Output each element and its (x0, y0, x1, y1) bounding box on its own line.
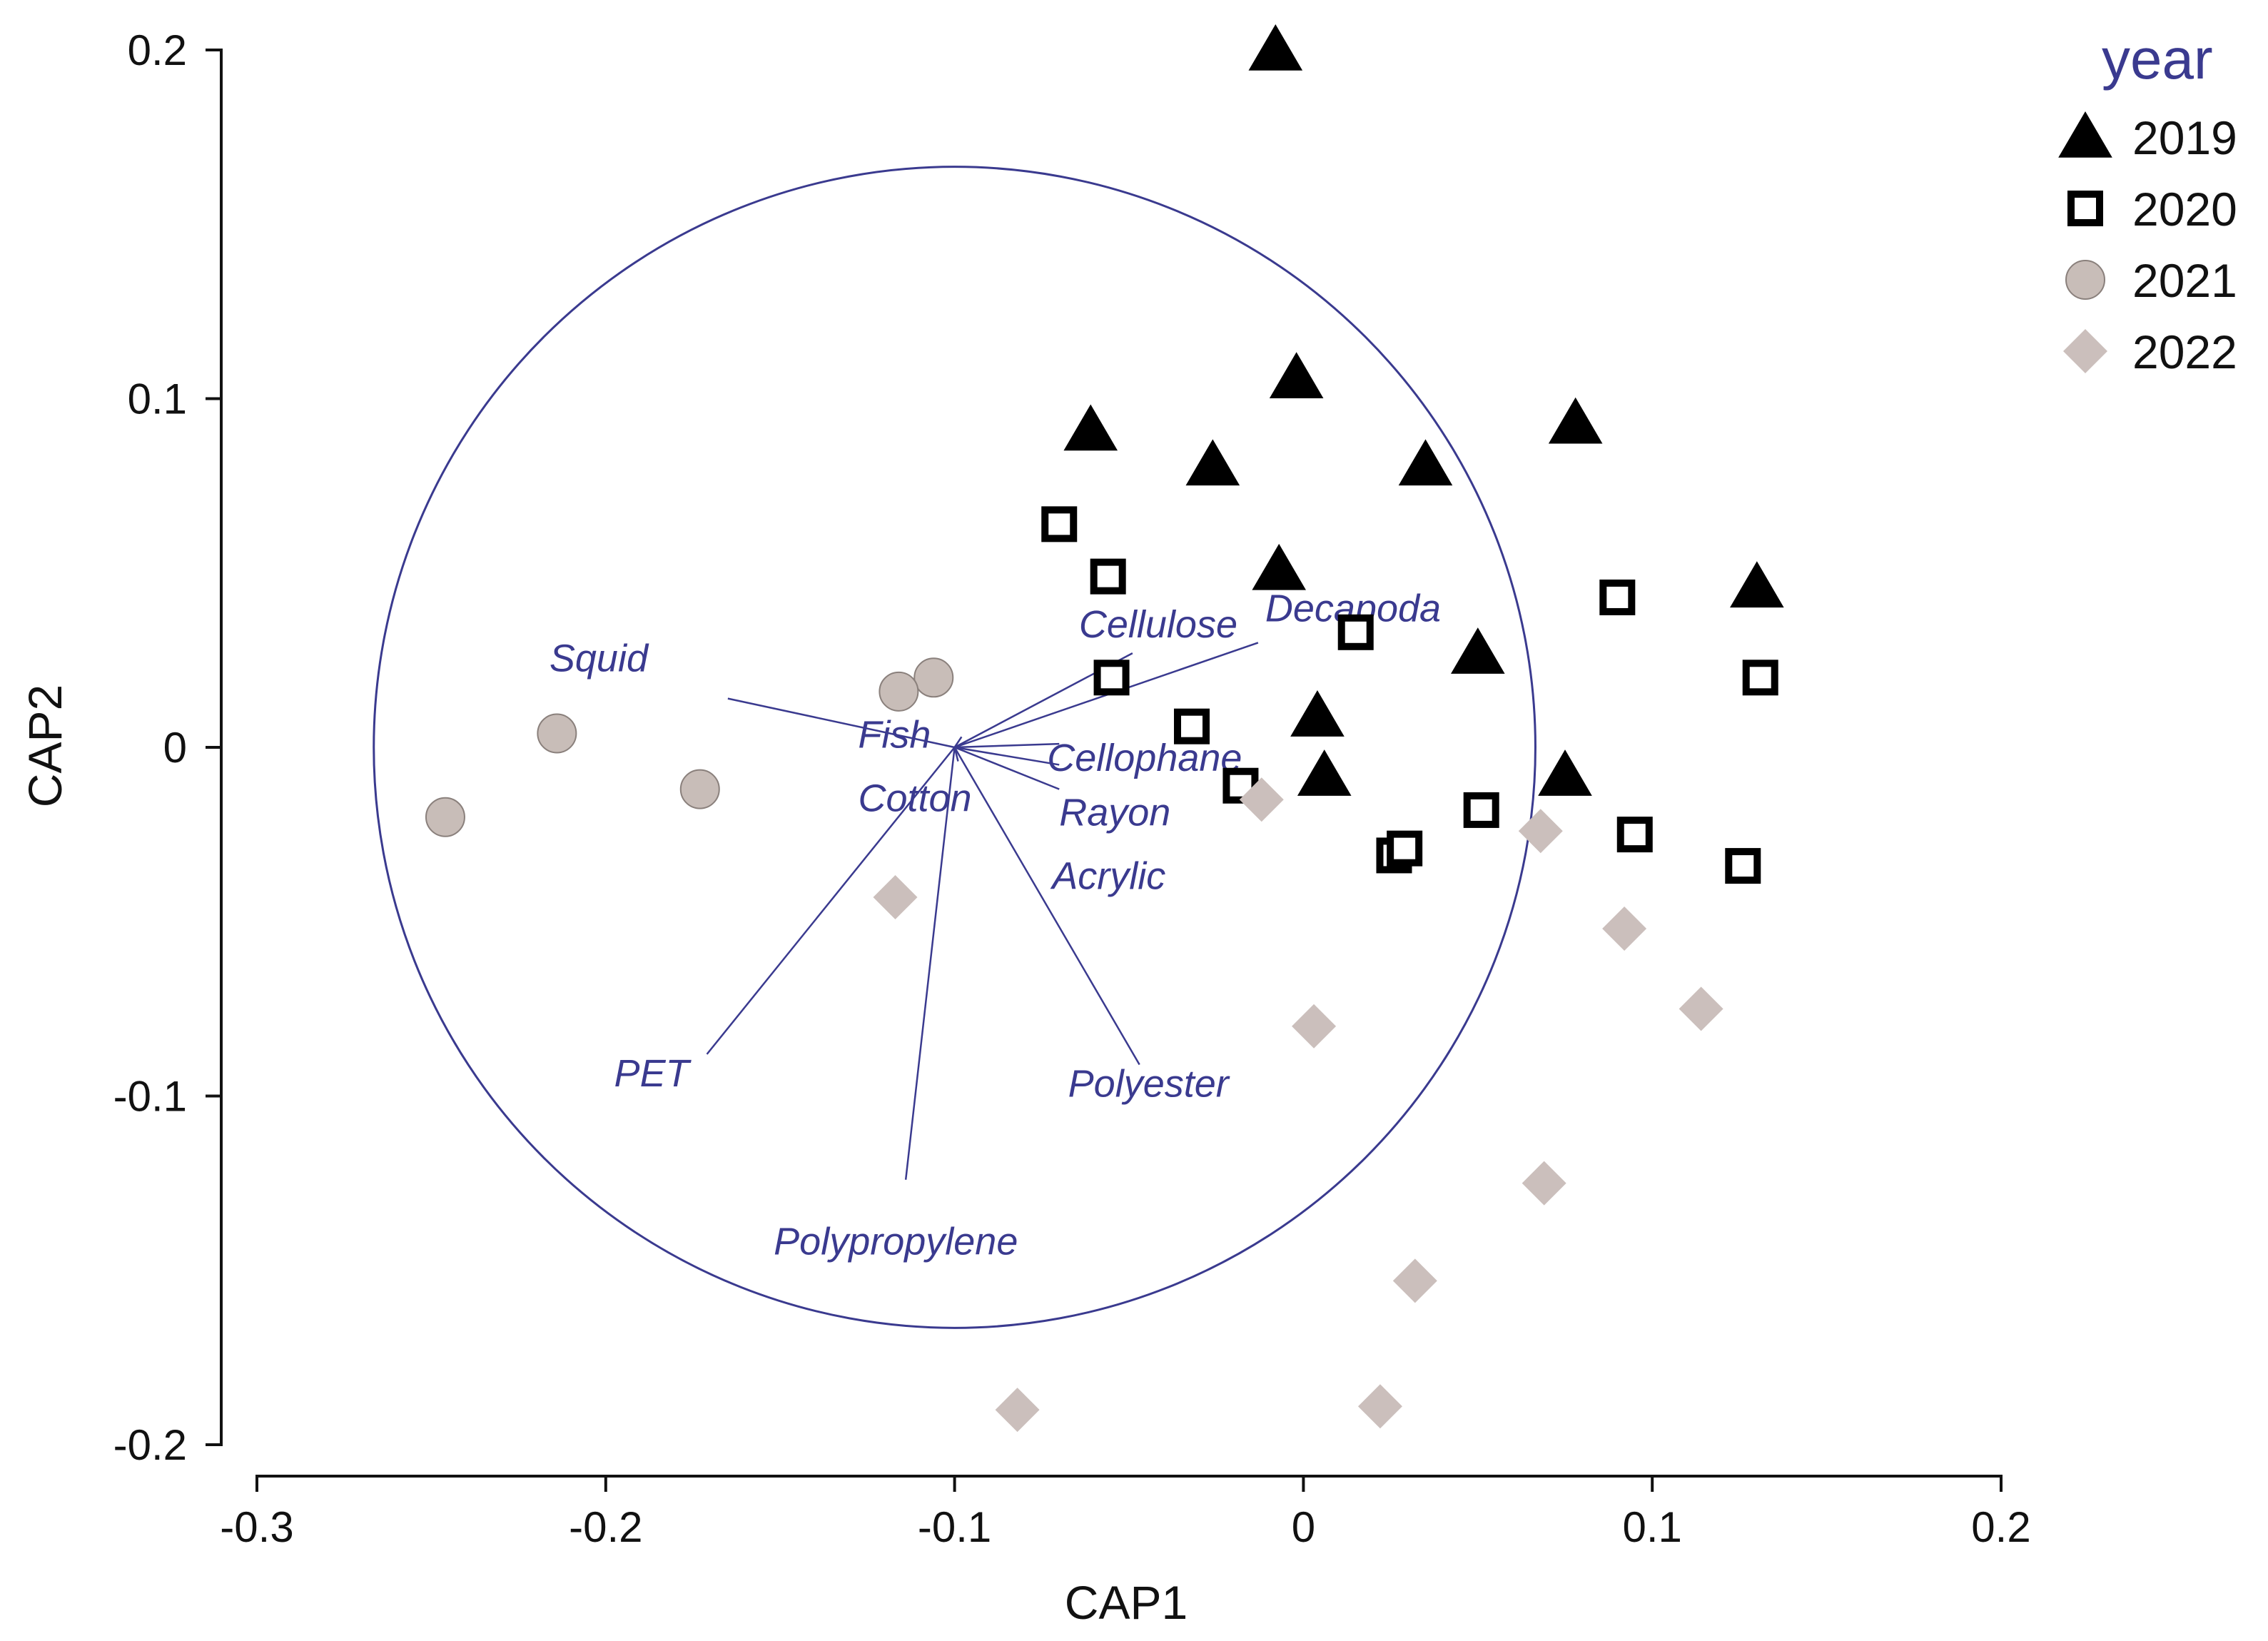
data-points (425, 24, 1784, 1433)
legend-marker-2022 (2063, 329, 2107, 373)
legend-label-2022: 2022 (2132, 325, 2237, 378)
point-2022 (995, 1388, 1040, 1433)
y-tick-label: 0.2 (128, 26, 187, 74)
point-2019 (1248, 24, 1303, 71)
point-2019 (1730, 561, 1784, 608)
legend-marker-2019 (2058, 111, 2112, 158)
series-2022 (873, 777, 1723, 1433)
point-2019 (1548, 397, 1603, 444)
point-2019 (1538, 749, 1592, 796)
vector-label-rayon: Rayon (1059, 791, 1170, 834)
vector-label-squid: Squid (550, 637, 649, 680)
vector-rayon (954, 746, 1060, 766)
y-tick-label: -0.2 (113, 1421, 187, 1469)
y-tick-label: 0 (163, 724, 187, 772)
point-2021 (679, 769, 720, 809)
legend-items: 2019 2020 2021 2022 (2058, 111, 2237, 378)
point-2022 (1602, 907, 1647, 951)
correlation-circle-layer (373, 166, 1537, 1329)
y-axis-ticks: -0.2 -0.1 0 0.1 0.2 (113, 26, 221, 1469)
point-2022 (1357, 1384, 1402, 1429)
vector-cellophane (954, 742, 1060, 749)
x-tick-label: 0.2 (1971, 1503, 2030, 1551)
series-2020 (1041, 506, 1778, 884)
point-2022 (1518, 809, 1563, 854)
axes: -0.3 -0.2 -0.1 0 0.1 0.2 -0.2 -0.1 0 0.1 0.2 CAP1… (19, 26, 2031, 1629)
x-tick-label: -0.1 (918, 1503, 991, 1551)
point-2019 (1185, 439, 1240, 486)
vector-label-pet: PET (614, 1052, 692, 1095)
point-2021 (913, 657, 954, 698)
point-2020 (1616, 817, 1653, 853)
x-axis-ticks: -0.3 -0.2 -0.1 0 0.1 0.2 (220, 1476, 2031, 1551)
vector-fish (953, 736, 963, 748)
point-2019 (1451, 627, 1505, 674)
legend-item-2020: 2020 (2067, 183, 2237, 236)
legend-marker-2021 (2065, 260, 2105, 300)
point-2020 (1599, 579, 1636, 615)
legend-item-2019: 2019 (2058, 111, 2237, 164)
vector-label-acrylic: Acrylic (1050, 855, 1165, 898)
point-2022 (1239, 777, 1284, 822)
vector-squid (727, 697, 955, 749)
vector-polypropylene (904, 747, 956, 1180)
point-2019 (1297, 749, 1352, 796)
point-2019 (1063, 404, 1118, 451)
vector-polyester (953, 747, 1140, 1066)
x-tick-label: -0.2 (569, 1503, 642, 1551)
point-2020 (1387, 830, 1423, 867)
point-2020 (1173, 708, 1210, 744)
legend-item-2022: 2022 (2063, 325, 2237, 378)
correlation-circle (373, 166, 1537, 1329)
point-2022 (1392, 1258, 1437, 1303)
y-axis-title: CAP2 (19, 685, 71, 807)
point-2020 (1337, 614, 1374, 650)
point-2022 (1522, 1161, 1566, 1206)
point-2020 (1093, 660, 1130, 696)
vector-pet (706, 747, 956, 1055)
vector-label-cotton: Cotton (858, 777, 971, 820)
x-axis-title: CAP1 (1065, 1576, 1188, 1629)
y-tick-label: 0.1 (128, 375, 187, 423)
legend-title: year (2102, 27, 2213, 91)
point-2021 (879, 671, 919, 712)
legend: year 2019 2020 2021 2022 (2058, 27, 2237, 378)
vector-label-polypropylene: Polypropylene (774, 1221, 1018, 1263)
vector-label-cellulose: Cellulose (1079, 603, 1237, 646)
series-2021 (425, 657, 954, 837)
point-2022 (1679, 986, 1723, 1031)
vector-acrylic (954, 746, 1060, 790)
legend-item-2021: 2021 (2065, 254, 2237, 307)
point-2019 (1252, 543, 1306, 590)
point-2020 (1041, 506, 1078, 542)
series-2019 (1063, 24, 1784, 796)
point-2020 (1090, 558, 1126, 595)
x-tick-label: 0 (1292, 1503, 1315, 1551)
vector-label-polyester: Polyester (1068, 1063, 1230, 1106)
point-2019 (1398, 439, 1453, 486)
point-2019 (1269, 352, 1324, 398)
point-2020 (1463, 792, 1499, 828)
legend-label-2019: 2019 (2132, 111, 2237, 164)
y-tick-label: -0.1 (113, 1073, 187, 1121)
point-2022 (1292, 1004, 1337, 1049)
point-2022 (873, 875, 918, 920)
legend-label-2020: 2020 (2132, 183, 2237, 236)
point-2021 (537, 713, 577, 754)
vector-label-cellophane: Cellophane (1047, 737, 1242, 779)
x-tick-label: -0.3 (220, 1503, 293, 1551)
x-tick-label: 0.1 (1622, 1503, 1681, 1551)
point-2020 (1725, 848, 1761, 884)
point-2020 (1742, 660, 1778, 696)
point-2021 (425, 797, 465, 837)
legend-marker-2020 (2067, 191, 2103, 226)
legend-label-2021: 2021 (2132, 254, 2237, 307)
vector-label-fish: Fish (858, 713, 931, 756)
point-2019 (1290, 690, 1345, 737)
